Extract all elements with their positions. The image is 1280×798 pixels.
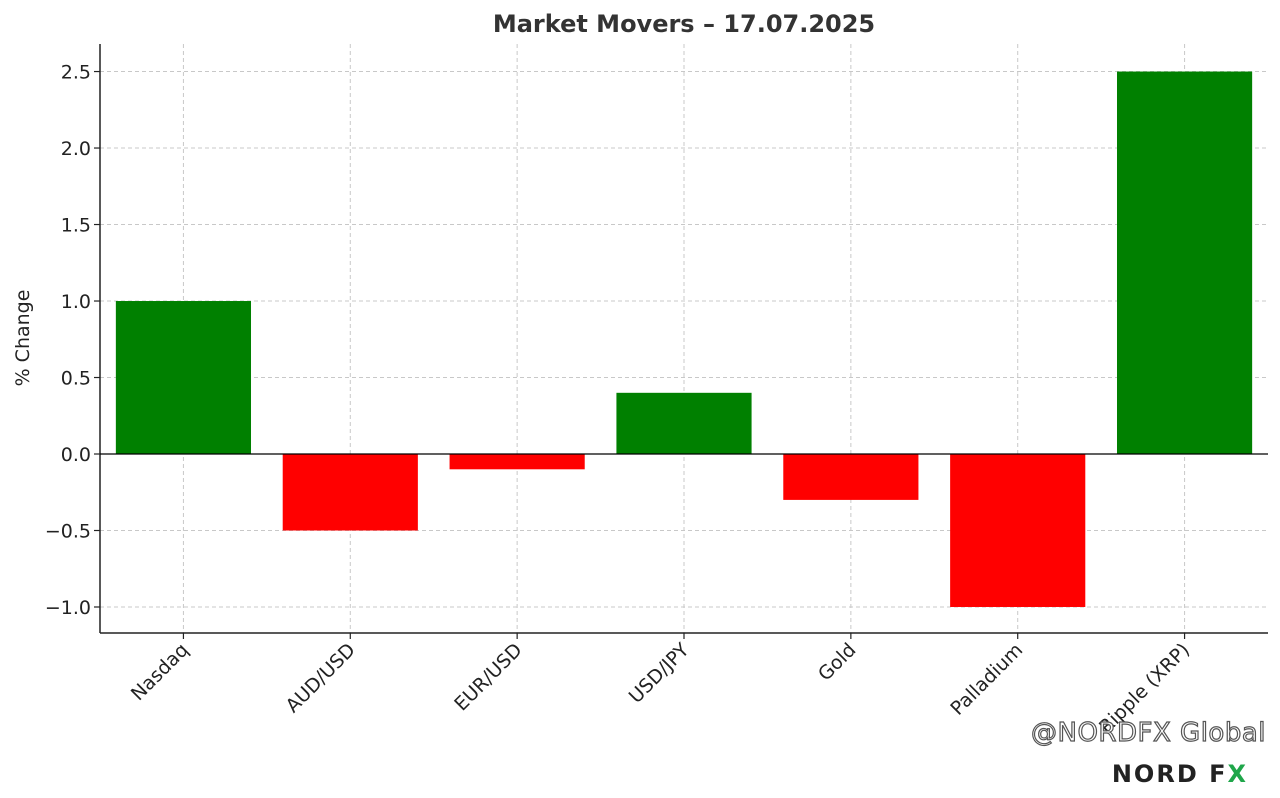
- bar-aud-usd: [282, 454, 418, 531]
- x-tick-label: EUR/USD: [450, 639, 526, 715]
- y-tick-label: −1.0: [45, 597, 91, 619]
- x-tick-label: AUD/USD: [282, 639, 360, 717]
- y-tick-label: 2.5: [61, 62, 91, 84]
- y-axis-label: % Change: [12, 290, 34, 387]
- y-tick-label: 0.5: [61, 368, 91, 390]
- y-tick-label: 2.0: [61, 138, 91, 160]
- y-tick-label: 0.0: [61, 444, 91, 466]
- bar-usd-jpy: [616, 392, 752, 455]
- brand-x: X: [1227, 760, 1248, 788]
- x-tick-label: Palladium: [946, 639, 1027, 720]
- chart-title: Market Movers – 17.07.2025: [493, 10, 875, 38]
- watermark-handle-text: @NORDFX Global: [1030, 717, 1266, 748]
- bar-eur-usd: [449, 454, 585, 470]
- bar-gold: [783, 454, 919, 500]
- y-tick-label: 1.0: [61, 291, 91, 313]
- watermark-handle: @NORDFX Global: [1030, 717, 1266, 748]
- y-tick-label: 1.5: [61, 215, 91, 237]
- y-axis-ticks: −1.0 −0.5 0.0 0.5 1.0 1.5 2.0 2.5: [45, 62, 100, 619]
- bar-palladium: [950, 454, 1086, 607]
- bars: [115, 71, 1253, 607]
- bar-nasdaq: [115, 301, 252, 455]
- x-tick-label: Gold: [814, 639, 860, 685]
- brand-logo: NORD FX: [1112, 760, 1248, 788]
- x-tick-label: Nasdaq: [127, 639, 193, 705]
- y-tick-label: −0.5: [45, 520, 91, 542]
- brand-text: NORD F: [1111, 760, 1228, 788]
- bar-ripple-xrp: [1116, 71, 1253, 455]
- x-tick-label: USD/JPY: [625, 639, 694, 708]
- grid: [100, 44, 1268, 633]
